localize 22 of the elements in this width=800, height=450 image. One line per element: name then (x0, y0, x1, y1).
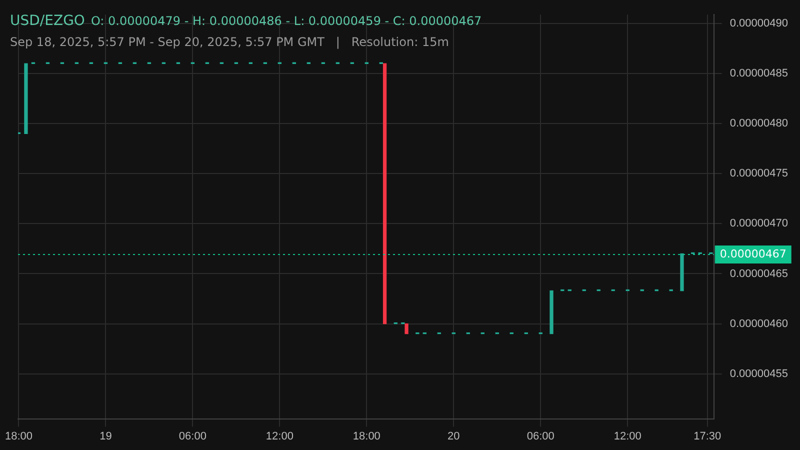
x-tick-label: 18:00 (4, 430, 32, 442)
x-tick-label: 12:00 (614, 430, 642, 442)
x-tick-label: 06:00 (178, 430, 206, 442)
y-tick-label: 0.00000485 (730, 68, 788, 80)
y-tick-label: 0.00000480 (730, 118, 788, 130)
y-tick-label: 0.00000455 (730, 368, 788, 380)
y-tick-label: 0.00000470 (730, 218, 788, 230)
x-tick-label: 19 (100, 430, 112, 442)
chart-title: USD/EZGO (10, 13, 85, 29)
x-tick-label: 17:30 (694, 430, 722, 442)
x-tick-label: 20 (448, 430, 460, 442)
annotation: O: 0.00000479 - H: 0.00000486 - L: 0.00000459 - C: 0.00000467 (90, 14, 482, 28)
x-tick-label: 12:00 (266, 430, 294, 442)
y-tick-label: 0.00000460 (730, 318, 788, 330)
ref-line-label: 0.00000467 (720, 247, 786, 260)
candlestick (404, 323, 408, 334)
y-tick-label: 0.00000475 (730, 168, 788, 180)
y-tick-label: 0.00000465 (730, 268, 788, 280)
x-tick-label: 06:00 (526, 430, 554, 442)
x-tick-label: 18:00 (352, 430, 380, 442)
text: Sep 18, 2025, 5:57 PM - Sep 20, 2025, 5:57 PM GMT | Resolution: 15m (10, 35, 450, 49)
y-tick-label: 0.00000490 (730, 18, 788, 30)
